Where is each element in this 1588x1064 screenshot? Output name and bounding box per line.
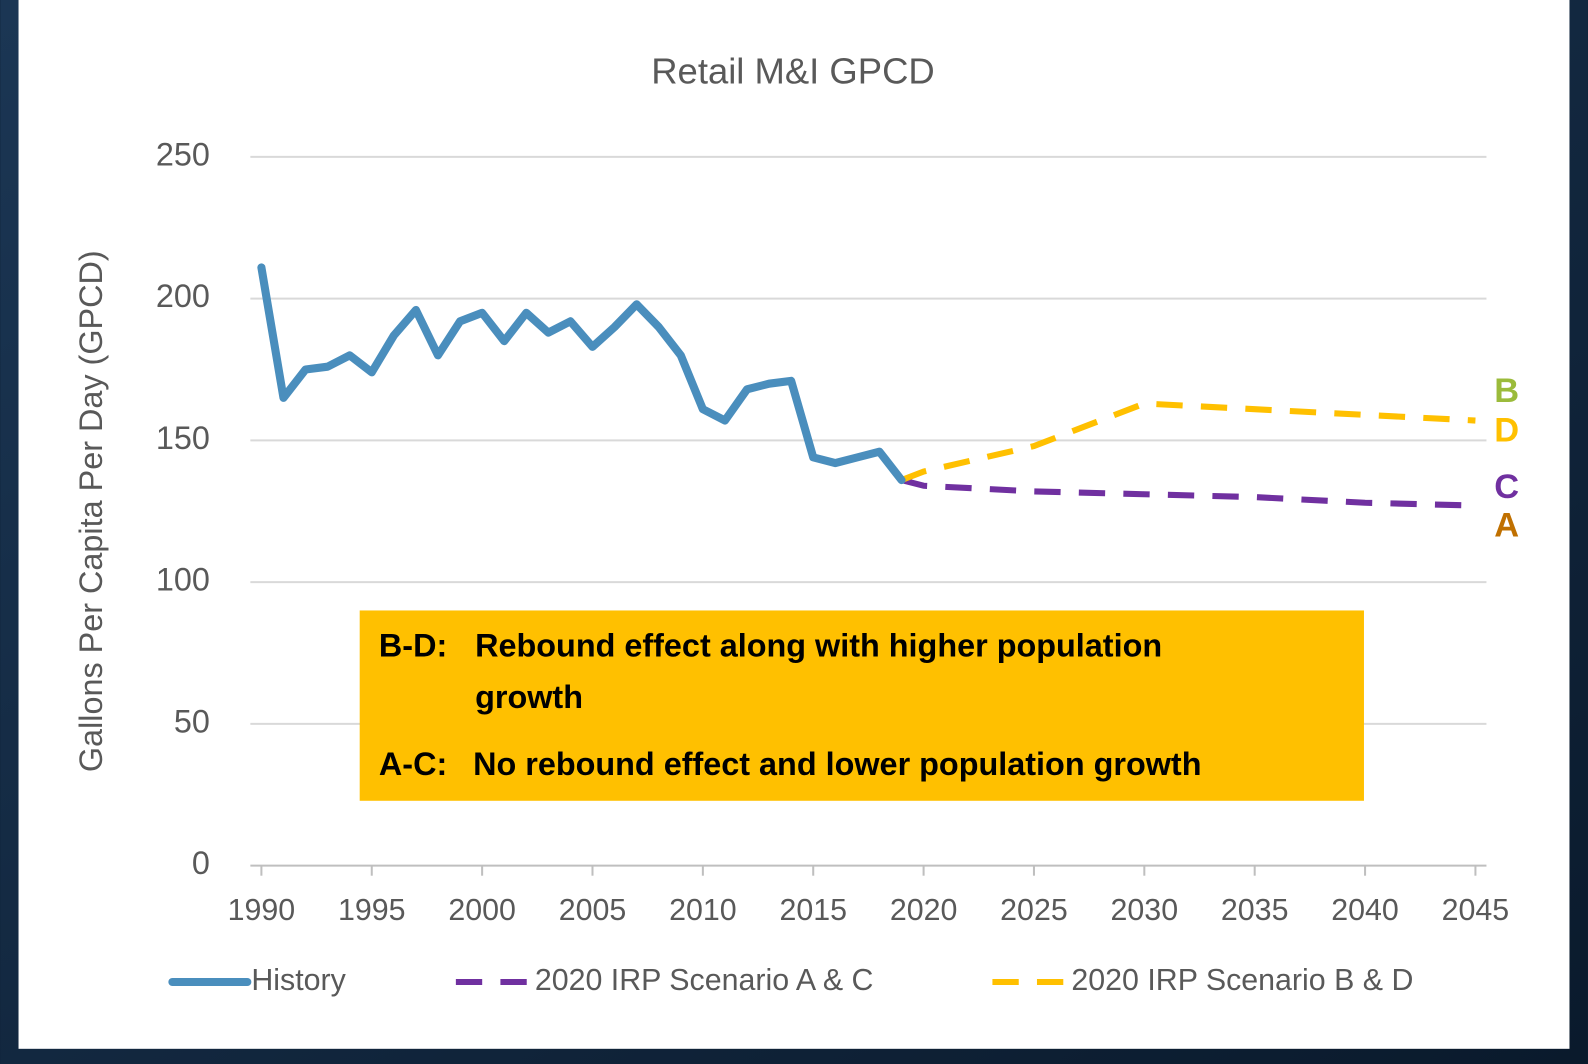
y-tick-label: 200 xyxy=(156,278,210,314)
y-tick-label: 150 xyxy=(156,420,210,456)
x-tick-label: 2035 xyxy=(1221,894,1289,927)
y-tick-label: 0 xyxy=(192,845,210,881)
x-tick-label: 2015 xyxy=(779,894,847,927)
x-tick-label: 2005 xyxy=(559,894,627,927)
x-tick-label: 2045 xyxy=(1442,894,1510,927)
end-label: C xyxy=(1494,468,1519,506)
x-tick-label: 2030 xyxy=(1111,894,1179,927)
x-tick-label: 2025 xyxy=(1000,894,1068,927)
annotation-key: B-D: xyxy=(379,627,447,663)
annotation-text: Rebound effect along with higher populat… xyxy=(475,627,1162,663)
annotation-text: growth xyxy=(475,679,583,715)
end-label: D xyxy=(1494,411,1519,449)
end-label: B xyxy=(1494,372,1519,410)
y-tick-label: 250 xyxy=(156,136,210,172)
x-tick-label: 2040 xyxy=(1331,894,1399,927)
x-tick-label: 2000 xyxy=(448,894,516,927)
y-tick-label: 50 xyxy=(174,703,210,739)
annotation-key: A-C: xyxy=(379,746,447,782)
legend-label: 2020 IRP Scenario A & C xyxy=(535,964,874,997)
x-tick-label: 1990 xyxy=(228,894,296,927)
legend-label: 2020 IRP Scenario B & D xyxy=(1071,964,1413,997)
legend-label: History xyxy=(251,964,346,997)
series-line xyxy=(257,263,906,485)
x-tick-label: 1995 xyxy=(338,894,406,927)
annotation-box xyxy=(359,610,1364,801)
annotation-text: No rebound effect and lower population g… xyxy=(473,746,1201,782)
series-line xyxy=(900,477,1476,509)
series-line xyxy=(900,400,1476,483)
x-tick-label: 2010 xyxy=(669,894,737,927)
y-axis-label: Gallons Per Capita Per Day (GPCD) xyxy=(73,250,109,772)
y-tick-label: 100 xyxy=(156,562,210,598)
chart-panel xyxy=(18,0,1570,1049)
end-label: A xyxy=(1494,507,1519,545)
chart-title: Retail M&I GPCD xyxy=(651,51,934,92)
x-tick-label: 2020 xyxy=(890,894,958,927)
